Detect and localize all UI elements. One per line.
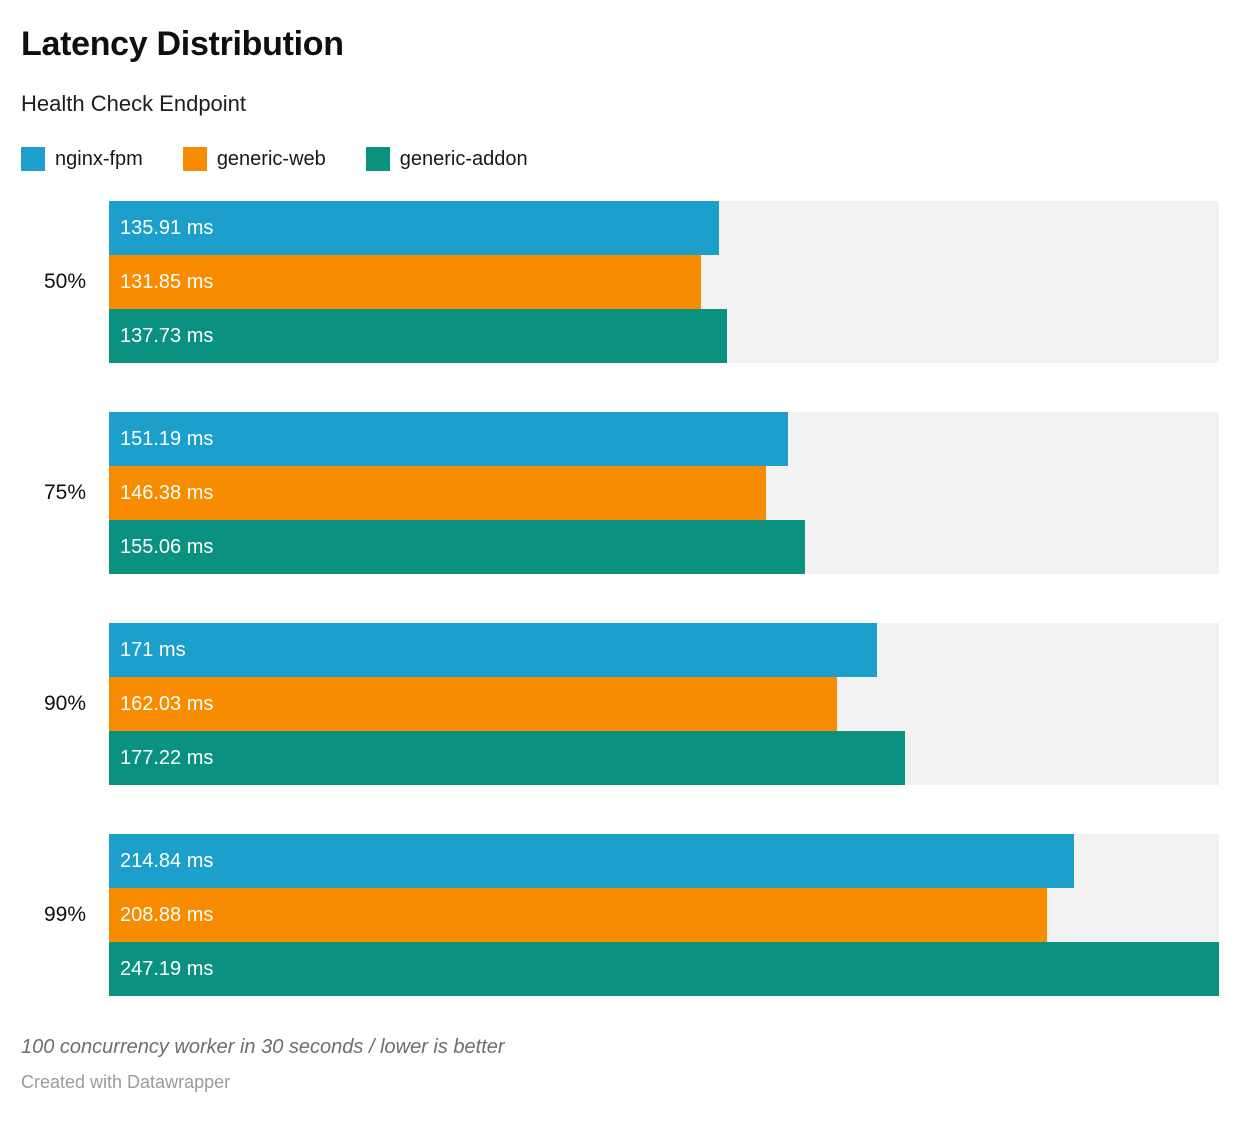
bar-group-75pct: 75% 151.19 ms 146.38 ms 155.06 ms xyxy=(21,412,1219,575)
legend-item-nginx-fpm: nginx-fpm xyxy=(21,147,143,172)
legend-item-generic-web: generic-web xyxy=(182,147,326,172)
bar-generic-addon: 247.19 ms xyxy=(109,942,1219,997)
legend: nginx-fpm generic-web generic-addon xyxy=(21,147,1219,172)
bar-generic-web: 131.85 ms xyxy=(109,255,702,310)
bar-value-label: 131.85 ms xyxy=(120,270,214,293)
bar-value-label: 162.03 ms xyxy=(120,692,214,715)
bar-track: 171 ms 162.03 ms 177.22 ms xyxy=(109,623,1219,786)
bar-generic-addon: 137.73 ms xyxy=(109,309,728,364)
category-label: 50% xyxy=(43,270,86,294)
chart-subtitle: Health Check Endpoint xyxy=(21,90,247,116)
legend-swatch-nginx-fpm xyxy=(21,147,45,172)
legend-label: generic-web xyxy=(216,147,326,170)
bar-generic-addon: 177.22 ms xyxy=(109,731,905,786)
bar-nginx-fpm: 135.91 ms xyxy=(109,201,720,256)
chart-footer: 100 concurrency worker in 30 seconds / l… xyxy=(21,1035,1219,1094)
bar-track: 135.91 ms 131.85 ms 137.73 ms xyxy=(109,201,1219,364)
bar-nginx-fpm: 171 ms xyxy=(109,623,877,678)
bar-track: 214.84 ms 208.88 ms 247.19 ms xyxy=(109,834,1219,997)
category-label: 75% xyxy=(43,481,86,505)
bar-chart: 50% 135.91 ms 131.85 ms 137.73 ms 75% 151.19 … xyxy=(21,201,1219,997)
legend-label: generic-addon xyxy=(399,147,528,170)
bar-generic-web: 146.38 ms xyxy=(109,466,767,521)
category-label: 90% xyxy=(43,692,86,716)
bar-value-label: 247.19 ms xyxy=(120,957,214,980)
bar-group-90pct: 90% 171 ms 162.03 ms 177.22 ms xyxy=(21,623,1219,786)
bar-nginx-fpm: 214.84 ms xyxy=(109,834,1074,889)
legend-item-generic-addon: generic-addon xyxy=(365,147,528,172)
bar-generic-addon: 155.06 ms xyxy=(109,520,806,575)
bar-nginx-fpm: 151.19 ms xyxy=(109,412,788,467)
bar-value-label: 137.73 ms xyxy=(120,324,214,347)
bar-track: 151.19 ms 146.38 ms 155.06 ms xyxy=(109,412,1219,575)
footer-note: 100 concurrency worker in 30 seconds / l… xyxy=(21,1036,505,1059)
bar-value-label: 214.84 ms xyxy=(120,849,214,872)
bar-value-label: 146.38 ms xyxy=(120,481,214,504)
chart-title: Latency Distribution xyxy=(21,25,344,63)
legend-swatch-generic-web xyxy=(182,147,207,172)
bar-generic-web: 162.03 ms xyxy=(109,677,837,732)
legend-swatch-generic-addon xyxy=(365,147,390,172)
bar-value-label: 135.91 ms xyxy=(120,216,214,239)
bar-group-99pct: 99% 214.84 ms 208.88 ms 247.19 ms xyxy=(21,834,1219,997)
datawrapper-byline: Created with Datawrapper xyxy=(21,1072,231,1093)
bar-value-label: 171 ms xyxy=(120,638,186,661)
legend-label: nginx-fpm xyxy=(55,147,143,170)
bar-value-label: 151.19 ms xyxy=(120,427,214,450)
bar-value-label: 155.06 ms xyxy=(120,535,214,558)
bar-value-label: 208.88 ms xyxy=(120,903,214,926)
bar-group-50pct: 50% 135.91 ms 131.85 ms 137.73 ms xyxy=(21,201,1219,364)
bar-value-label: 177.22 ms xyxy=(120,746,214,769)
category-label: 99% xyxy=(43,903,86,927)
bar-generic-web: 208.88 ms xyxy=(109,888,1047,943)
